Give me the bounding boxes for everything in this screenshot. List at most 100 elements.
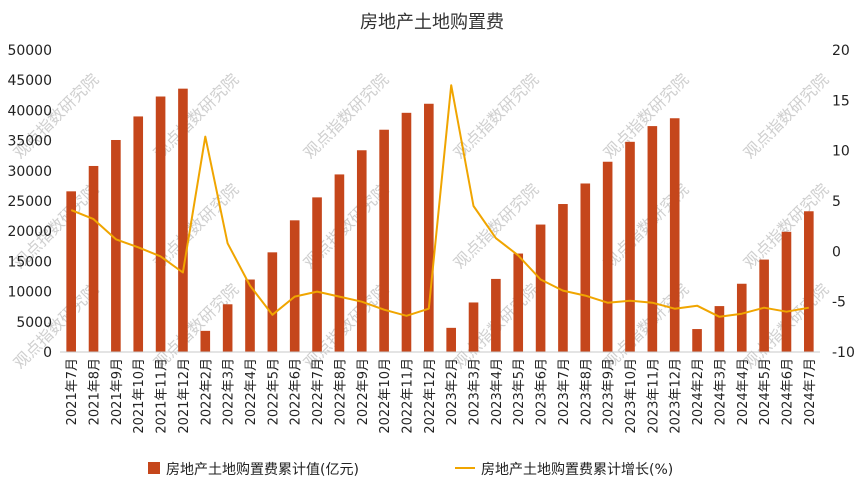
watermark-text: 观点指数研究院 (450, 180, 543, 273)
x-tick-label: 2022年5月 (266, 358, 281, 425)
bar (289, 220, 300, 352)
x-tick-label: 2023年3月 (468, 358, 483, 425)
bar (692, 329, 702, 352)
bar (401, 112, 412, 352)
x-tick-label: 2023年12月 (669, 358, 684, 434)
left-y-tick-label: 5000 (16, 315, 52, 331)
x-tick-label: 2023年5月 (512, 358, 527, 425)
left-y-tick-label: 20000 (7, 224, 52, 240)
x-tick-label: 2022年11月 (400, 358, 415, 434)
x-tick-label: 2022年9月 (356, 358, 371, 425)
bar (804, 211, 814, 352)
x-tick-label: 2022年7月 (311, 358, 326, 425)
legend-swatch-bar (148, 462, 160, 474)
bar (491, 278, 501, 352)
x-tick-label: 2024年7月 (803, 358, 818, 425)
x-tick-label: 2023年8月 (579, 358, 594, 425)
right-y-tick-label: 0 (832, 244, 841, 260)
left-y-tick-label: 0 (43, 345, 52, 361)
bar (66, 191, 76, 352)
x-tick-label: 2024年2月 (691, 358, 706, 425)
x-tick-label: 2024年6月 (780, 358, 795, 425)
left-y-tick-label: 50000 (7, 43, 52, 59)
x-tick-label: 2024年3月 (713, 358, 728, 425)
x-tick-label: 2022年2月 (199, 358, 214, 425)
right-y-tick-label: 15 (832, 93, 850, 109)
bar (334, 174, 345, 352)
bar (535, 224, 546, 352)
x-tick-label: 2023年6月 (535, 358, 550, 425)
right-y-tick-label: 20 (832, 43, 850, 59)
x-tick-label: 2023年4月 (490, 358, 505, 425)
bar (312, 197, 322, 352)
x-tick-label: 2023年11月 (646, 358, 661, 434)
bar (133, 116, 144, 352)
right-y-tick-label: -10 (832, 345, 855, 361)
x-tick-label: 2021年11月 (155, 358, 170, 434)
right-y-tick-label: -5 (832, 295, 846, 311)
x-axis-tick-labels: 2021年7月 2021年8月 2021年9月 2021年10月 2021年11月 202… (65, 358, 818, 434)
x-tick-label: 2023年2月 (445, 358, 460, 425)
x-tick-label: 2022年10月 (378, 358, 393, 434)
bar-series (66, 88, 814, 353)
watermark-text: 观点指数研究院 (300, 70, 393, 163)
x-tick-label: 2023年9月 (602, 358, 617, 425)
bar (446, 327, 456, 352)
x-tick-label: 2021年10月 (132, 358, 147, 434)
bar (155, 96, 166, 353)
bar (513, 253, 524, 352)
bar (88, 165, 99, 352)
bar (468, 302, 479, 352)
x-tick-label: 2024年5月 (758, 358, 773, 425)
left-y-tick-label: 10000 (7, 285, 52, 301)
bar (379, 129, 389, 352)
x-tick-label: 2021年8月 (88, 358, 103, 425)
x-tick-label: 2023年10月 (624, 358, 639, 434)
bar (781, 231, 792, 352)
left-y-tick-label: 35000 (7, 134, 52, 150)
x-tick-label: 2022年12月 (423, 358, 438, 434)
bar (736, 283, 747, 352)
x-tick-label: 2024年4月 (736, 358, 751, 425)
x-tick-label: 2021年7月 (65, 358, 80, 425)
legend-label-bar: 房地产土地购置费累计值(亿元) (166, 462, 359, 478)
bar (245, 279, 255, 352)
right-y-tick-label: 5 (832, 194, 841, 210)
bar (580, 183, 591, 352)
left-y-tick-label: 25000 (7, 194, 52, 210)
x-tick-label: 2022年4月 (244, 358, 259, 425)
line-series (70, 84, 809, 318)
watermark-text: 观点指数研究院 (740, 70, 833, 163)
x-tick-label: 2023年7月 (557, 358, 572, 425)
bar (178, 88, 188, 352)
legend-label-line: 房地产土地购置费累计增长(%) (481, 462, 673, 478)
left-y-tick-label: 30000 (7, 164, 52, 180)
bar (759, 259, 769, 352)
series-line (70, 84, 809, 318)
left-y-tick-label: 45000 (7, 73, 52, 89)
bar (424, 103, 434, 352)
bar (647, 126, 658, 352)
bar (669, 118, 680, 352)
bar (200, 330, 211, 352)
x-tick-label: 2021年12月 (177, 358, 192, 434)
x-tick-label: 2022年8月 (333, 358, 348, 425)
legend: 房地产土地购置费累计值(亿元) 房地产土地购置费累计增长(%) (148, 462, 673, 478)
watermark-layer: 观点指数研究院 观点指数研究院 观点指数研究院 观点指数研究院 观点指数研究院 观点指数研… (10, 70, 833, 373)
bar (625, 141, 635, 352)
left-y-tick-label: 15000 (7, 254, 52, 270)
bar (267, 252, 278, 352)
bar (602, 161, 613, 352)
bar (558, 204, 568, 352)
left-y-tick-label: 40000 (7, 103, 52, 119)
right-y-axis: -10 -5 0 5 10 15 20 (832, 43, 855, 361)
right-y-tick-label: 10 (832, 144, 850, 160)
bar (356, 150, 367, 352)
left-y-axis: 0 5000 10000 15000 20000 25000 30000 35000 40000… (7, 43, 52, 361)
bar (111, 139, 121, 352)
x-tick-label: 2021年9月 (110, 358, 125, 425)
bar (222, 304, 233, 352)
x-tick-label: 2022年6月 (289, 358, 304, 425)
